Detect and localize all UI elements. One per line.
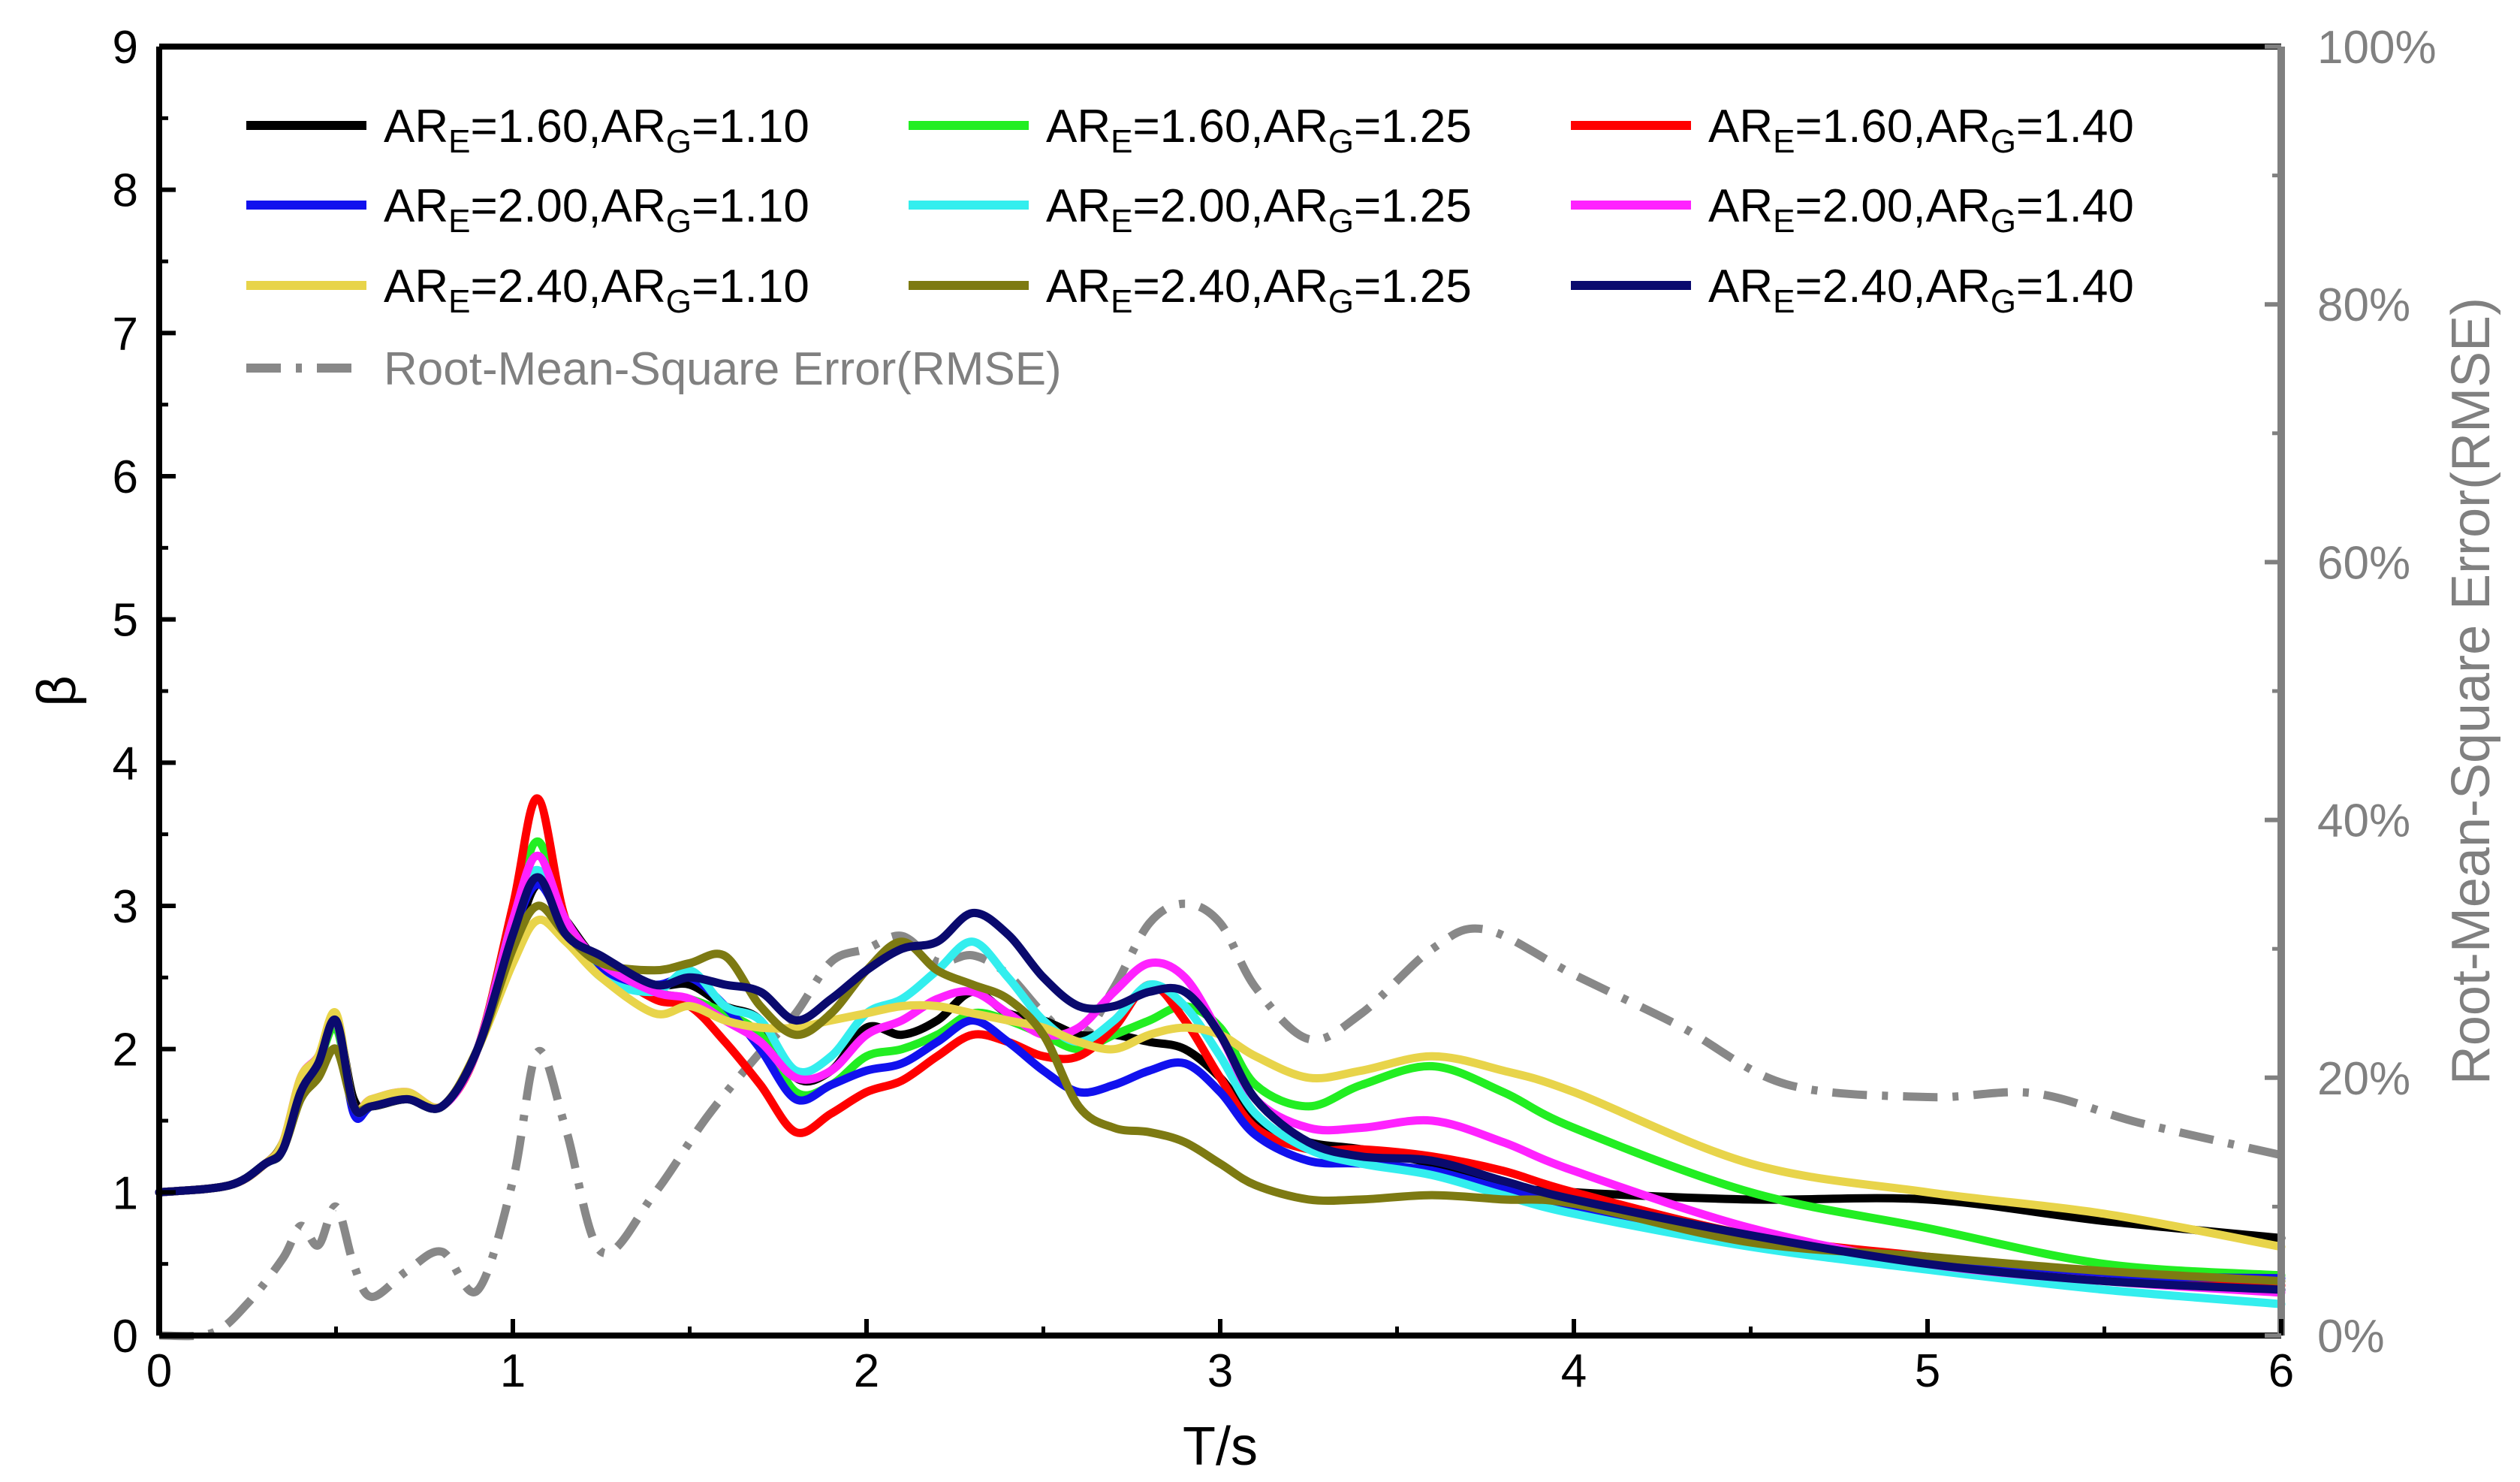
legend-text-part: =1.60,AR (1133, 101, 1328, 152)
legend-text-part: =2.00,AR (1133, 180, 1328, 232)
legend-subscript: E (1111, 203, 1132, 240)
y-tick-label: 4 (113, 738, 138, 789)
x-tick-label: 3 (1207, 1345, 1233, 1397)
y2-tick-label: 80% (2317, 279, 2410, 331)
legend-text-part: AR (384, 261, 448, 312)
legend-text-part: AR (1046, 101, 1111, 152)
y-tick-label: 5 (113, 595, 138, 647)
rmse-line (158, 899, 2283, 1341)
legend-text-part: AR (1046, 180, 1111, 232)
legend-text-part: =1.10 (692, 101, 809, 152)
y-tick-label: 7 (113, 308, 138, 360)
legend-text-part: =2.40,AR (1133, 261, 1328, 312)
legend: ARE=1.60,ARG=1.10 ARE=1.60,ARG=1.25 ARE=1.… (246, 101, 2134, 395)
legend-label-1: ARE=1.60,ARG=1.10 (384, 101, 809, 160)
legend-subscript: G (666, 123, 692, 160)
legend-text-part: =1.25 (1354, 261, 1472, 312)
legend-subscript: E (448, 283, 470, 320)
legend-label-3: ARE=1.60,ARG=1.40 (1708, 101, 2134, 160)
series-line-9 (155, 873, 2286, 1294)
legend-label-2: ARE=1.60,ARG=1.25 (1046, 101, 1472, 160)
legend-label-6: ARE=2.00,ARG=1.40 (1708, 180, 2134, 240)
legend-subscript: E (1773, 283, 1795, 320)
legend-text-part: AR (384, 180, 448, 232)
legend-subscript: G (1991, 123, 2016, 160)
legend-subscript: E (1111, 123, 1132, 160)
legend-subscript: E (1111, 283, 1132, 320)
y2-tick-label: 20% (2317, 1053, 2410, 1105)
legend-text-part: =2.40,AR (1795, 261, 1991, 312)
series-line-4 (155, 880, 2286, 1283)
legend-text-part: AR (1708, 101, 1773, 152)
legend-text-part: =2.00,AR (1795, 180, 1991, 232)
legend-text-part: =1.40 (2016, 180, 2134, 232)
x-tick-label: 2 (854, 1345, 879, 1397)
legend-label-5: ARE=2.00,ARG=1.25 (1046, 180, 1472, 240)
x-tick-label: 1 (500, 1345, 526, 1397)
legend-subscript: G (1328, 203, 1354, 240)
legend-text-part: =1.10 (692, 180, 809, 232)
legend-text-part: =1.40 (2016, 261, 2134, 312)
y2-tick-label: 100% (2317, 22, 2437, 74)
x-tick-label: 6 (2268, 1345, 2294, 1397)
legend-subscript: G (666, 203, 692, 240)
legend-label-9: ARE=2.40,ARG=1.40 (1708, 261, 2134, 320)
y2-axis-title: Root-Mean-Square Error(RMSE) (2441, 297, 2501, 1085)
legend-label-rmse: Root-Mean-Square Error(RMSE) (384, 343, 1062, 395)
legend-label-8: ARE=2.40,ARG=1.25 (1046, 261, 1472, 320)
legend-subscript: E (1773, 203, 1795, 240)
legend-subscript: G (666, 283, 692, 320)
x-tick-label: 4 (1561, 1345, 1587, 1397)
y2-tick-label: 40% (2317, 795, 2410, 847)
legend-text-part: AR (1708, 261, 1773, 312)
y-tick-label: 6 (113, 451, 138, 503)
legend-text-part: AR (1708, 180, 1773, 232)
legend-label-4: ARE=2.00,ARG=1.10 (384, 180, 809, 240)
y-tick-label: 8 (113, 165, 138, 217)
y-axis-title: β (27, 675, 87, 706)
y2-tick-label: 60% (2317, 537, 2410, 589)
y-tick-label: 1 (113, 1167, 138, 1219)
legend-text-part: =1.25 (1354, 101, 1472, 152)
legend-text-part: AR (384, 101, 448, 152)
legend-subscript: G (1328, 123, 1354, 160)
legend-text-part: =1.10 (692, 261, 809, 312)
x-tick-label: 0 (146, 1345, 172, 1397)
legend-subscript: G (1991, 283, 2016, 320)
legend-text-part: =2.00,AR (471, 180, 666, 232)
axes-layer: 0 1 2 3 4 5 6 0 1 2 3 4 5 6 7 8 9 0% 20% 40% 60% 80% 100% T/s β R… (27, 22, 2501, 1477)
y-tick-label: 0 (113, 1311, 138, 1363)
x-tick-label: 5 (1915, 1345, 1940, 1397)
y2-tick-label: 0% (2317, 1311, 2385, 1363)
legend-subscript: E (448, 123, 470, 160)
legend-text-part: =2.40,AR (471, 261, 666, 312)
legend-label-7: ARE=2.40,ARG=1.10 (384, 261, 809, 320)
legend-text-part: =1.25 (1354, 180, 1472, 232)
legend-subscript: G (1991, 203, 2016, 240)
x-axis-title: T/s (1183, 1417, 1258, 1477)
legend-text-part: =1.40 (2016, 101, 2134, 152)
y-tick-label: 2 (113, 1025, 138, 1076)
legend-subscript: E (1773, 123, 1795, 160)
y-tick-label: 9 (113, 22, 138, 74)
legend-text-part: AR (1046, 261, 1111, 312)
legend-subscript: E (448, 203, 470, 240)
y-tick-label: 3 (113, 881, 138, 933)
series-layer (155, 794, 2286, 1341)
legend-text-part: =1.60,AR (1795, 101, 1991, 152)
legend-subscript: G (1328, 283, 1354, 320)
legend-text-part: =1.60,AR (471, 101, 666, 152)
